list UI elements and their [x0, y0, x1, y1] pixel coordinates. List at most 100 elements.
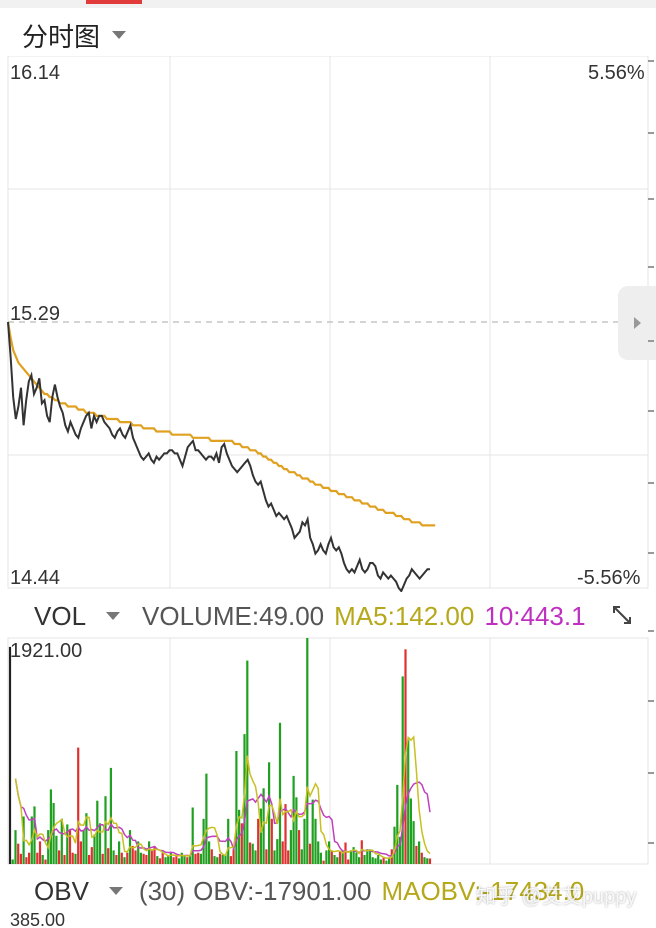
volume-bar — [208, 841, 211, 864]
price-bottom-label: 14.44 — [10, 567, 61, 589]
volume-bar — [115, 855, 118, 864]
volume-bar — [319, 852, 322, 864]
volume-bar — [33, 806, 36, 864]
volume-bar — [418, 841, 421, 864]
chevron-right-icon — [633, 317, 641, 329]
volume-bar — [385, 860, 388, 864]
volume-bar — [257, 818, 260, 864]
maobv-label: MAOBV: — [381, 875, 482, 906]
volume-bar — [180, 852, 183, 864]
volume-bar — [341, 850, 344, 864]
volume-bar — [175, 856, 178, 864]
volume-chart[interactable] — [0, 636, 656, 866]
volume-bar — [338, 851, 342, 864]
volume-bar — [98, 823, 102, 864]
volume-bar — [172, 857, 175, 864]
volume-bar — [289, 830, 292, 864]
volume-bar — [199, 853, 202, 864]
volume-bar — [426, 858, 429, 864]
volume-bar — [366, 849, 369, 864]
ma5-value: 142.00 — [394, 600, 475, 631]
price-mid-label: 15.29 — [10, 303, 61, 325]
volume-bar — [358, 857, 361, 864]
volume-bar — [8, 646, 12, 864]
volume-bar — [423, 857, 426, 864]
resize-icon[interactable] — [610, 603, 634, 627]
obv-legend[interactable]: OBV (30) OBV: -17901.00 MAOBV: -17434.0 — [34, 872, 644, 910]
adjacent-panel-edge — [648, 60, 654, 844]
volume-bar — [308, 843, 312, 864]
volume-bar — [317, 841, 320, 864]
volume-bar — [330, 850, 333, 864]
volume-bar — [188, 856, 192, 864]
volume-bar — [281, 841, 284, 864]
volume-bar — [101, 853, 104, 864]
volume-bar — [139, 852, 142, 864]
volume-bar — [156, 856, 159, 864]
pct-top-label: 5.56% — [588, 62, 645, 84]
volume-bar — [216, 857, 219, 864]
volume-bar — [137, 841, 140, 864]
ma5-line — [14, 735, 431, 859]
expand-panel-handle[interactable] — [618, 286, 656, 360]
volume-bar — [93, 834, 96, 864]
volume-bar — [161, 852, 164, 864]
volume-legend[interactable]: VOL VOLUME: 49.00 MA5: 142.00 10: 443.1 — [34, 598, 634, 634]
volume-bar — [347, 859, 350, 864]
volume-bar — [278, 722, 282, 865]
volume-bar — [120, 852, 123, 864]
volume-bar — [371, 857, 374, 864]
volume-bar — [420, 852, 423, 864]
volume-bar — [52, 803, 55, 864]
price-chart[interactable] — [0, 56, 656, 592]
ma10-label: 10: — [484, 600, 521, 631]
volume-bar — [213, 856, 216, 864]
period-selector[interactable]: 分时图 — [22, 18, 127, 53]
volume-bar — [96, 800, 99, 864]
volume-bar — [11, 859, 14, 864]
volume-bar — [229, 856, 232, 864]
volume-bar — [142, 853, 145, 864]
volume-bar — [153, 845, 156, 864]
obv-value: -17901.00 — [254, 875, 372, 906]
volume-bar — [273, 850, 276, 864]
volume-bar — [118, 841, 121, 864]
obv-axis-label: 385.00 — [10, 910, 66, 928]
volume-bar — [412, 821, 415, 864]
chevron-down-icon — [112, 31, 127, 39]
volume-bar — [186, 857, 189, 864]
volume-bar — [197, 852, 200, 864]
volume-bar — [393, 826, 396, 864]
volume-bar — [224, 855, 227, 864]
volume-bar — [325, 850, 328, 864]
volume-bar — [134, 850, 137, 864]
volume-bar — [251, 843, 254, 864]
price-top-label: 16.14 — [10, 62, 61, 84]
volume-bar — [248, 842, 252, 864]
volume-bar — [240, 823, 243, 864]
volume-bar — [112, 850, 115, 864]
volume-bar — [235, 751, 238, 864]
volume-bar — [19, 853, 22, 864]
volume-bar — [164, 857, 167, 864]
volume-bar — [428, 858, 432, 864]
volume-bar — [265, 849, 268, 864]
volume-bar — [85, 813, 88, 864]
volume-bar — [126, 852, 129, 864]
volume-bar — [17, 843, 20, 864]
volume-bar — [379, 859, 382, 864]
pct-bottom-label: -5.56% — [577, 567, 641, 589]
volume-bar — [202, 818, 205, 864]
volume-bar — [107, 848, 110, 864]
volume-value: 49.00 — [259, 600, 325, 631]
average-price-line — [6, 321, 436, 527]
volume-bar — [123, 857, 126, 864]
volume-bar — [191, 807, 194, 864]
volume-bar — [210, 849, 213, 864]
volume-bar — [254, 850, 257, 864]
volume-indicator-name: VOL — [34, 600, 87, 631]
volume-bar — [169, 852, 172, 864]
volume-bar — [66, 824, 69, 864]
volume-bar — [148, 841, 151, 864]
volume-bar — [259, 808, 262, 864]
